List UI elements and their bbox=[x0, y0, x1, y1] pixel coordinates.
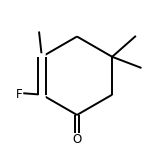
Text: O: O bbox=[72, 133, 82, 146]
Text: F: F bbox=[16, 88, 22, 101]
